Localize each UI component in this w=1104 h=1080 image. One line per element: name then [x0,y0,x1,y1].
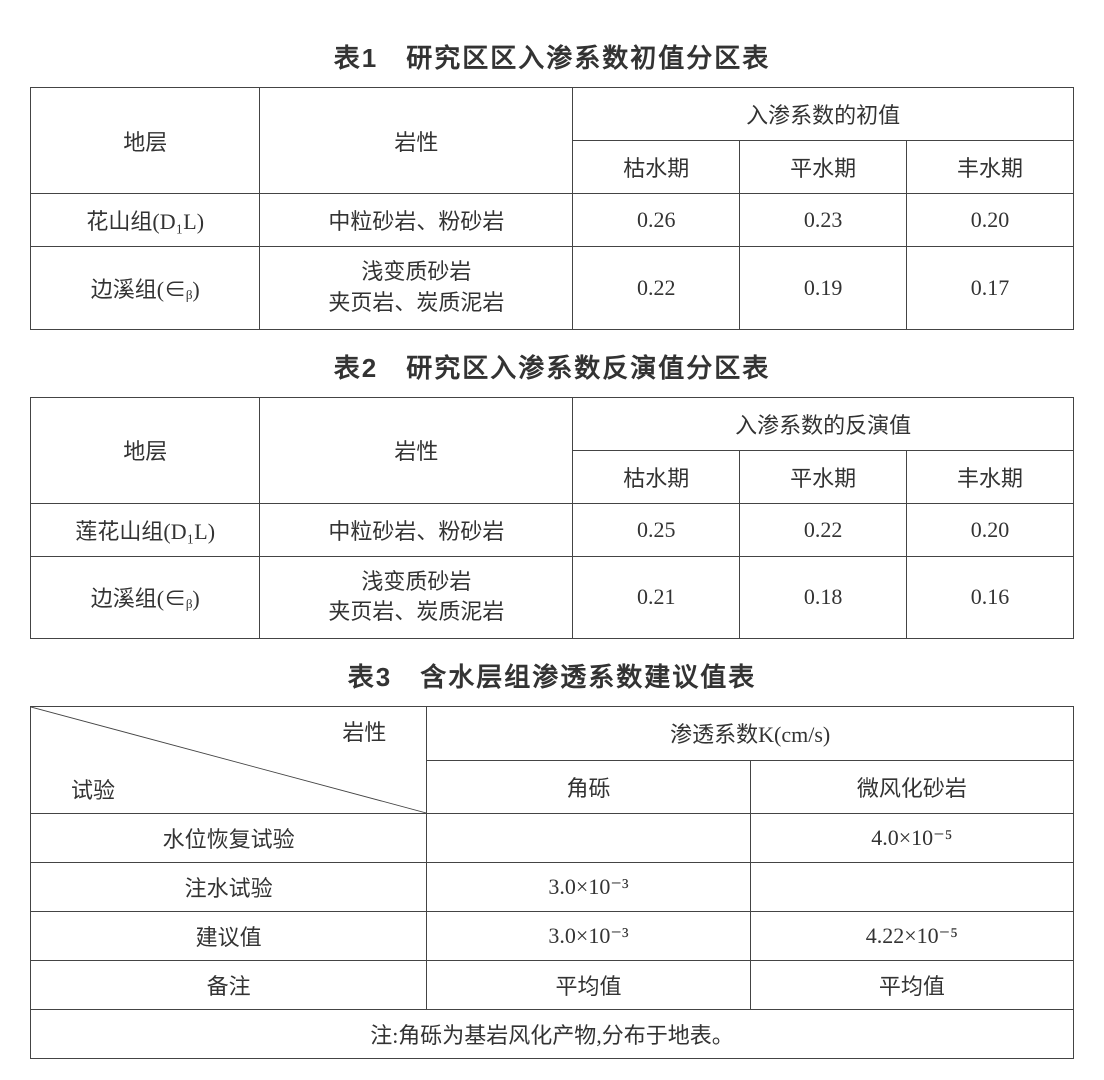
cell-value [427,814,750,863]
cell-value: 0.18 [740,556,907,639]
cell-line: 浅变质砂岩 [361,259,471,284]
table-row: 莲花山组(D₁L) 中粒砂岩、粉砂岩 0.25 0.22 0.20 [31,503,1074,556]
cell-line: 夹页岩、炭质泥岩 [328,599,504,624]
header-dry: 枯水期 [573,450,740,503]
table2-title: 表2 研究区入渗系数反演值分区表 [30,348,1074,385]
header-coeff-group: 入渗系数的反演值 [573,397,1074,450]
cell-value: 0.20 [907,194,1074,247]
header-dry: 枯水期 [573,141,740,194]
header-lithology: 岩性 [260,88,573,194]
cell-value: 0.20 [907,503,1074,556]
cell-value: 0.16 [907,556,1074,639]
cell-lithology: 中粒砂岩、粉砂岩 [260,194,573,247]
cell-value: 4.22×10⁻⁵ [750,912,1073,961]
cell-value: 0.26 [573,194,740,247]
table3: 岩性 试验 渗透系数K(cm/s) 角砾 微风化砂岩 水位恢复试验 4.0×10… [30,706,1074,1059]
diag-header-bottom: 试验 [71,773,115,805]
cell-value: 0.17 [907,247,1074,330]
table-row: 建议值 3.0×10⁻³ 4.22×10⁻⁵ [31,912,1074,961]
cell-value: 3.0×10⁻³ [427,912,750,961]
cell-value: 平均值 [427,961,750,1010]
cell-lithology: 浅变质砂岩 夹页岩、炭质泥岩 [260,556,573,639]
table-header-row: 地层 岩性 入渗系数的反演值 [31,397,1074,450]
cell-line: 浅变质砂岩 [361,569,471,594]
cell-lithology: 中粒砂岩、粉砂岩 [260,503,573,556]
cell-value: 4.0×10⁻⁵ [750,814,1073,863]
table-note-row: 注:角砾为基岩风化产物,分布于地表。 [31,1010,1074,1059]
cell-stratum: 花山组(D₁L) [31,194,260,247]
cell-value: 0.19 [740,247,907,330]
diag-header-top: 岩性 [342,715,386,747]
header-lithology: 岩性 [260,397,573,503]
header-stratum: 地层 [31,397,260,503]
cell-value: 0.25 [573,503,740,556]
table-row: 水位恢复试验 4.0×10⁻⁵ [31,814,1074,863]
header-normal: 平水期 [740,450,907,503]
table-row: 备注 平均值 平均值 [31,961,1074,1010]
cell-line: 夹页岩、炭质泥岩 [328,290,504,315]
table-row: 花山组(D₁L) 中粒砂岩、粉砂岩 0.26 0.23 0.20 [31,194,1074,247]
cell-value: 平均值 [750,961,1073,1010]
cell-stratum: 边溪组(∈ᵦ) [31,556,260,639]
cell-value: 3.0×10⁻³ [427,863,750,912]
header-sandstone: 微风化砂岩 [750,760,1073,814]
table-note: 注:角砾为基岩风化产物,分布于地表。 [31,1010,1074,1059]
cell-value: 0.21 [573,556,740,639]
cell-test-label: 水位恢复试验 [31,814,427,863]
header-coeff-group: 入渗系数的初值 [573,88,1074,141]
table1: 地层 岩性 入渗系数的初值 枯水期 平水期 丰水期 花山组(D₁L) 中粒砂岩、… [30,87,1074,330]
cell-test-label: 注水试验 [31,863,427,912]
table1-title: 表1 研究区区入渗系数初值分区表 [30,38,1074,75]
cell-value: 0.23 [740,194,907,247]
header-wet: 丰水期 [907,141,1074,194]
table3-title: 表3 含水层组渗透系数建议值表 [30,657,1074,694]
cell-value: 0.22 [740,503,907,556]
header-gravel: 角砾 [427,760,750,814]
cell-test-label: 备注 [31,961,427,1010]
cell-test-label: 建议值 [31,912,427,961]
cell-value [750,863,1073,912]
table2: 地层 岩性 入渗系数的反演值 枯水期 平水期 丰水期 莲花山组(D₁L) 中粒砂… [30,397,1074,640]
cell-stratum: 边溪组(∈ᵦ) [31,247,260,330]
header-wet: 丰水期 [907,450,1074,503]
table-row: 边溪组(∈ᵦ) 浅变质砂岩 夹页岩、炭质泥岩 0.21 0.18 0.16 [31,556,1074,639]
diagonal-header-cell: 岩性 试验 [31,707,427,814]
table-row: 边溪组(∈ᵦ) 浅变质砂岩 夹页岩、炭质泥岩 0.22 0.19 0.17 [31,247,1074,330]
table-header-row: 岩性 试验 渗透系数K(cm/s) [31,707,1074,761]
cell-value: 0.22 [573,247,740,330]
header-normal: 平水期 [740,141,907,194]
cell-stratum: 莲花山组(D₁L) [31,503,260,556]
table-row: 注水试验 3.0×10⁻³ [31,863,1074,912]
cell-lithology: 浅变质砂岩 夹页岩、炭质泥岩 [260,247,573,330]
table-header-row: 地层 岩性 入渗系数的初值 [31,88,1074,141]
header-k-group: 渗透系数K(cm/s) [427,707,1074,761]
header-stratum: 地层 [31,88,260,194]
